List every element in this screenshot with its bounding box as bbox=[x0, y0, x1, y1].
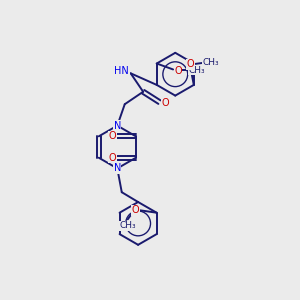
Text: O: O bbox=[174, 66, 182, 76]
Text: O: O bbox=[109, 153, 116, 163]
Text: N: N bbox=[114, 121, 121, 130]
Text: CH₃: CH₃ bbox=[119, 221, 136, 230]
Text: O: O bbox=[109, 131, 116, 141]
Text: CH₃: CH₃ bbox=[188, 65, 205, 74]
Text: O: O bbox=[161, 98, 169, 108]
Text: O: O bbox=[187, 59, 194, 69]
Text: N: N bbox=[114, 164, 121, 173]
Text: HN: HN bbox=[114, 66, 129, 76]
Text: CH₃: CH₃ bbox=[203, 58, 219, 68]
Text: O: O bbox=[132, 205, 140, 215]
